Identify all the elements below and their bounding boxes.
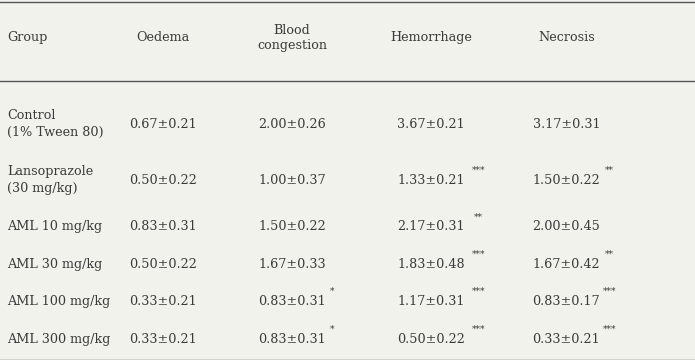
Text: **: ** bbox=[605, 250, 614, 259]
Text: ***: *** bbox=[471, 287, 485, 296]
Text: 0.83±0.31: 0.83±0.31 bbox=[258, 333, 326, 346]
Text: 3.17±0.31: 3.17±0.31 bbox=[532, 118, 600, 131]
Text: 0.50±0.22: 0.50±0.22 bbox=[129, 174, 197, 186]
Text: AML 10 mg/kg: AML 10 mg/kg bbox=[7, 220, 102, 233]
Text: 1.50±0.22: 1.50±0.22 bbox=[258, 220, 326, 233]
Text: ***: *** bbox=[471, 165, 485, 174]
Text: ***: *** bbox=[603, 287, 616, 296]
Text: **: ** bbox=[605, 165, 614, 174]
Text: **: ** bbox=[474, 212, 482, 221]
Text: Control
(1% Tween 80): Control (1% Tween 80) bbox=[7, 109, 104, 139]
Text: ***: *** bbox=[471, 325, 485, 333]
Text: ***: *** bbox=[603, 325, 616, 333]
Text: 1.83±0.48: 1.83±0.48 bbox=[397, 258, 465, 271]
Text: *: * bbox=[330, 325, 334, 333]
Text: 1.67±0.42: 1.67±0.42 bbox=[532, 258, 600, 271]
Text: Lansoprazole
(30 mg/kg): Lansoprazole (30 mg/kg) bbox=[7, 165, 93, 195]
Text: 3.67±0.21: 3.67±0.21 bbox=[397, 118, 465, 131]
Text: *: * bbox=[330, 287, 334, 296]
Text: AML 30 mg/kg: AML 30 mg/kg bbox=[7, 258, 102, 271]
Text: 1.33±0.21: 1.33±0.21 bbox=[397, 174, 465, 186]
Text: Necrosis: Necrosis bbox=[538, 31, 595, 44]
Text: ***: *** bbox=[471, 250, 485, 259]
Text: Blood
congestion: Blood congestion bbox=[257, 24, 327, 52]
Text: 0.33±0.21: 0.33±0.21 bbox=[129, 333, 197, 346]
Text: 2.17±0.31: 2.17±0.31 bbox=[397, 220, 465, 233]
Text: Group: Group bbox=[7, 31, 47, 44]
Text: 1.17±0.31: 1.17±0.31 bbox=[398, 295, 464, 308]
Text: 0.33±0.21: 0.33±0.21 bbox=[129, 295, 197, 308]
Text: 0.50±0.22: 0.50±0.22 bbox=[397, 333, 465, 346]
Text: 0.83±0.31: 0.83±0.31 bbox=[129, 220, 197, 233]
Text: 1.50±0.22: 1.50±0.22 bbox=[532, 174, 600, 186]
Text: AML 100 mg/kg: AML 100 mg/kg bbox=[7, 295, 111, 308]
Text: Hemorrhage: Hemorrhage bbox=[390, 31, 472, 44]
Text: Oedema: Oedema bbox=[137, 31, 190, 44]
Text: 1.00±0.37: 1.00±0.37 bbox=[258, 174, 326, 186]
Text: 0.50±0.22: 0.50±0.22 bbox=[129, 258, 197, 271]
Text: 2.00±0.45: 2.00±0.45 bbox=[532, 220, 600, 233]
Text: AML 300 mg/kg: AML 300 mg/kg bbox=[7, 333, 111, 346]
Text: 2.00±0.26: 2.00±0.26 bbox=[258, 118, 326, 131]
Text: 1.67±0.33: 1.67±0.33 bbox=[258, 258, 326, 271]
Text: 0.67±0.21: 0.67±0.21 bbox=[129, 118, 197, 131]
Text: 0.33±0.21: 0.33±0.21 bbox=[532, 333, 600, 346]
Text: 0.83±0.17: 0.83±0.17 bbox=[532, 295, 600, 308]
Text: 0.83±0.31: 0.83±0.31 bbox=[258, 295, 326, 308]
